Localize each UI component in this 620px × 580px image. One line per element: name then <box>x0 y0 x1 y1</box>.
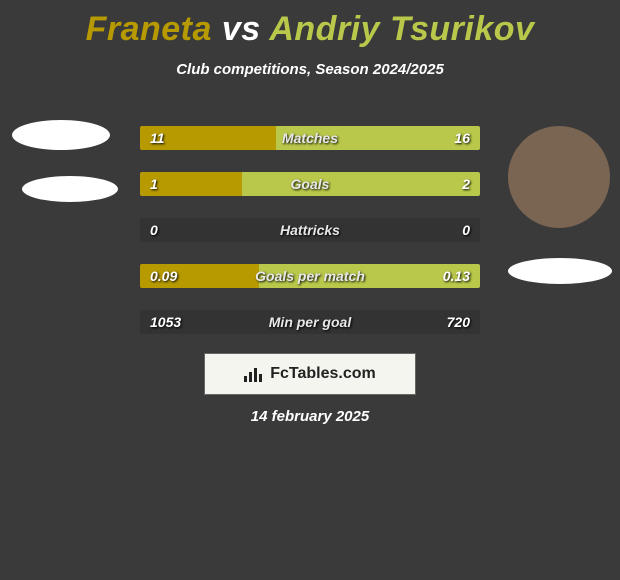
vs-separator: vs <box>222 10 261 48</box>
stat-label: Min per goal <box>140 310 480 334</box>
stat-row: 0.090.13Goals per match <box>140 264 480 288</box>
player-left-name: Franeta <box>86 10 212 48</box>
bar-chart-icon <box>244 366 264 382</box>
stat-row: 1116Matches <box>140 126 480 150</box>
season-subtitle: Club competitions, Season 2024/2025 <box>0 61 620 78</box>
stat-row: 12Goals <box>140 172 480 196</box>
avatar-right <box>508 126 610 228</box>
stat-label: Goals per match <box>140 264 480 288</box>
fctables-logo-text: FcTables.com <box>270 365 376 383</box>
stat-label: Matches <box>140 126 480 150</box>
avatar-right-shadow-ellipse <box>508 258 612 284</box>
comparison-title: Franeta vs Andriy Tsurikov <box>0 0 620 49</box>
stat-label: Goals <box>140 172 480 196</box>
stat-row: 1053720Min per goal <box>140 310 480 334</box>
avatar-left-placeholder-ellipse-1 <box>12 120 110 150</box>
stat-label: Hattricks <box>140 218 480 242</box>
fctables-logo[interactable]: FcTables.com <box>204 353 416 395</box>
stats-bars-area: 1116Matches 12Goals 00Hattricks 0.090.13Goa… <box>140 126 480 356</box>
avatar-left-placeholder-ellipse-2 <box>22 176 118 202</box>
stats-rows-container: 1116Matches 12Goals 00Hattricks 0.090.13Goa… <box>140 126 480 334</box>
avatar-right-photo <box>508 126 610 228</box>
player-right-name: Andriy Tsurikov <box>269 10 534 48</box>
footer-date: 14 february 2025 <box>0 408 620 425</box>
stat-row: 00Hattricks <box>140 218 480 242</box>
